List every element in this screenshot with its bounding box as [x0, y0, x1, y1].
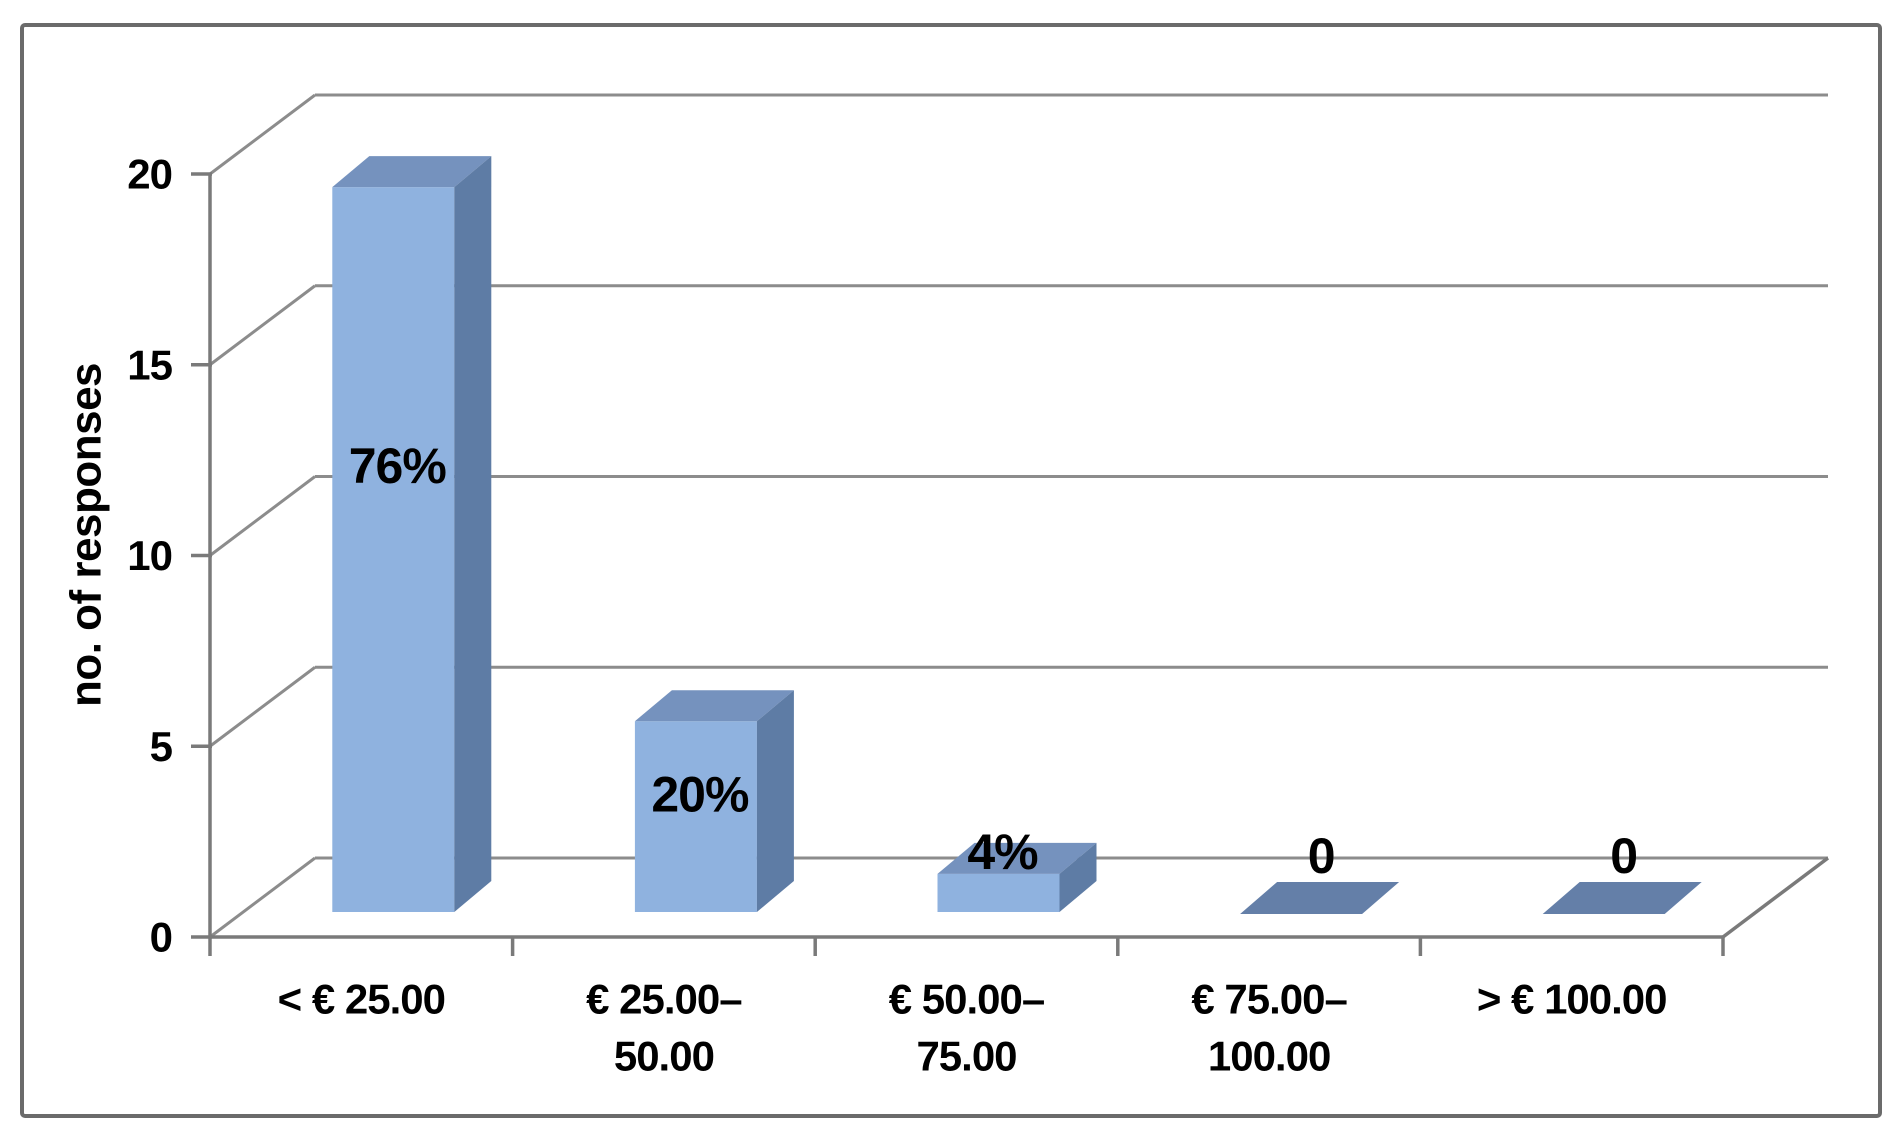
x-category-label-1-line1: < € 25.00 [278, 976, 445, 1023]
bar-top-face-1 [332, 156, 492, 188]
x-category-label-4-line1: € 75.00– [1191, 976, 1347, 1023]
x-category-label-3-line1: € 50.00– [889, 976, 1045, 1023]
x-category-label-5-line1: > € 100.00 [1477, 976, 1667, 1023]
gridline-layer [209, 93, 1828, 939]
bar-side-face-1 [454, 156, 492, 912]
bar-series-layer [332, 156, 1702, 914]
label-layer: 0 5 10 15 20 76% < € 25.00 20% € 25.00– 50.00 4% € … [127, 151, 1667, 1080]
y-tick-label-10: 10 [127, 532, 172, 579]
floor-right-edge [1721, 856, 1830, 939]
y-tick-label-20: 20 [127, 151, 172, 198]
data-label-3: 4% [967, 824, 1038, 880]
data-label-1: 76% [349, 438, 447, 494]
x-category-label-4-line2: 100.00 [1208, 1033, 1330, 1080]
x-category-label-2-line1: € 25.00– [586, 976, 742, 1023]
bar-side-face-2 [756, 690, 794, 912]
gridline-depth-15 [209, 284, 316, 366]
chart-border [20, 23, 1882, 1118]
y-tick-label-5: 5 [150, 723, 173, 770]
bar-front-face-2 [634, 721, 757, 912]
y-tick-label-15: 15 [127, 341, 172, 388]
y-tick-label-0: 0 [150, 914, 172, 961]
bar-front-face-1 [332, 187, 455, 912]
gridline-depth-0 [209, 856, 316, 939]
x-category-label-2-line2: 50.00 [614, 1033, 714, 1080]
bar-zero-marker-4 [1240, 882, 1400, 914]
y-axis-title: no. of responses [62, 363, 111, 707]
bar-zero-marker-5 [1542, 882, 1702, 914]
data-label-2: 20% [651, 767, 749, 823]
bar-top-face-3 [937, 842, 1097, 874]
bar-top-face-2 [634, 690, 794, 722]
data-label-4: 0 [1308, 828, 1335, 884]
gridline-depth-5 [209, 666, 316, 748]
gridline-depth-20 [209, 93, 316, 176]
gridline-depth-10 [209, 475, 316, 557]
x-category-label-3-line2: 75.00 [916, 1033, 1016, 1080]
bar-front-face-3 [937, 873, 1060, 912]
bar-side-face-3 [1059, 842, 1097, 912]
data-label-5: 0 [1610, 828, 1637, 884]
axis-layer [191, 172, 1830, 956]
